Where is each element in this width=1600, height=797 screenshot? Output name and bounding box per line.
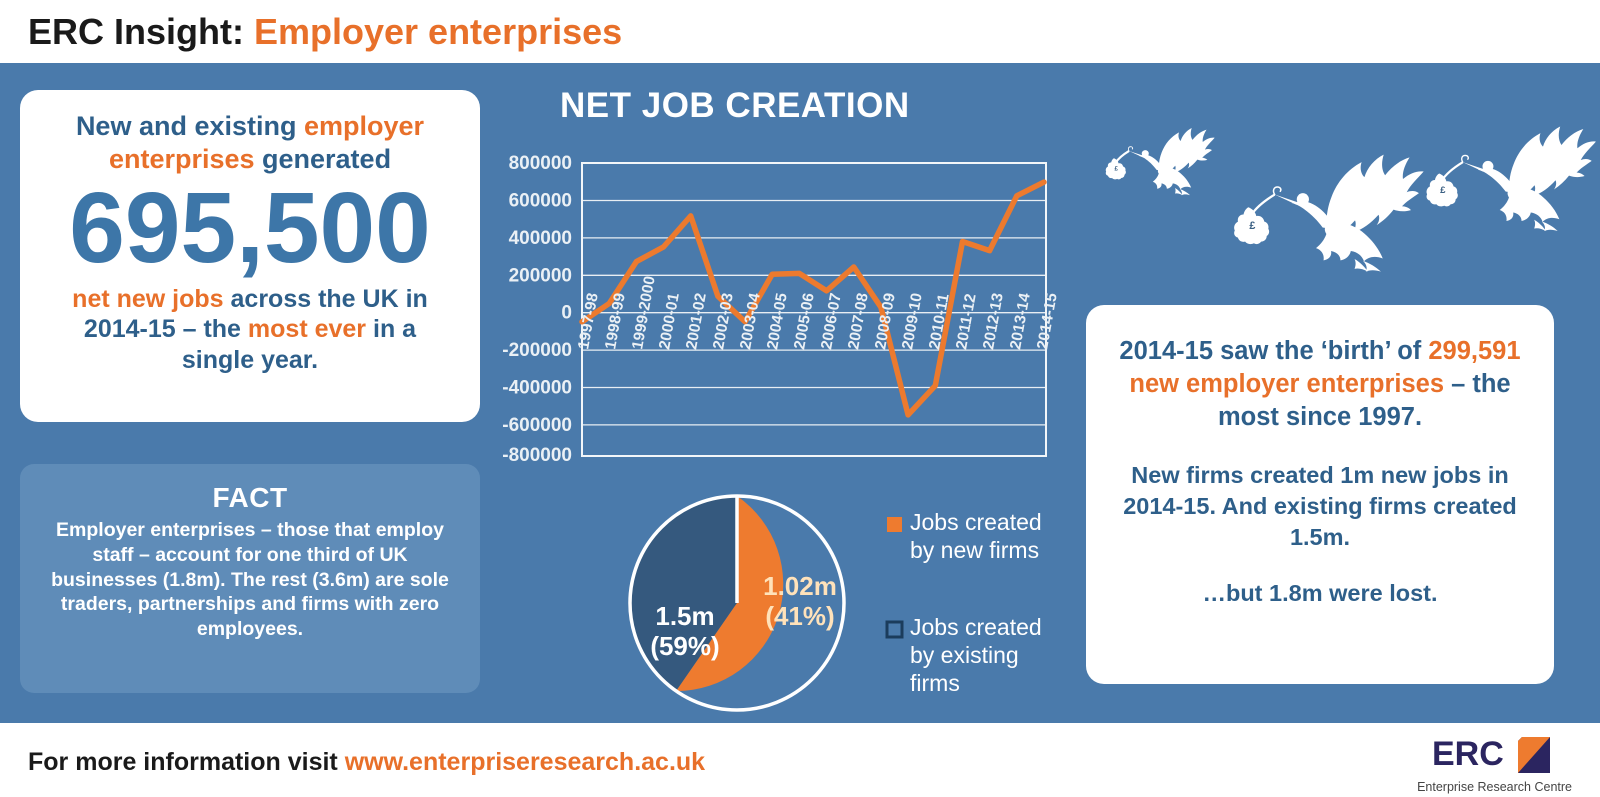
svg-text:2002-03: 2002-03 bbox=[710, 291, 737, 350]
svg-text:by new firms: by new firms bbox=[910, 537, 1039, 563]
svg-text:0: 0 bbox=[561, 303, 572, 324]
svg-text:-200000: -200000 bbox=[502, 340, 572, 361]
svg-text:-600000: -600000 bbox=[502, 415, 572, 436]
svg-text:2005-06: 2005-06 bbox=[791, 291, 818, 350]
svg-text:2007-08: 2007-08 bbox=[845, 291, 872, 350]
svg-text:800000: 800000 bbox=[509, 153, 572, 174]
svg-text:ERC: ERC bbox=[1432, 735, 1504, 773]
svg-text:1998-99: 1998-99 bbox=[602, 291, 629, 350]
svg-text:1.02m: 1.02m bbox=[763, 571, 837, 601]
svg-text:1999-2000: 1999-2000 bbox=[629, 275, 659, 351]
svg-text:2010-11: 2010-11 bbox=[926, 292, 953, 351]
svg-text:2011-12: 2011-12 bbox=[953, 293, 979, 351]
svg-text:2012-13: 2012-13 bbox=[980, 291, 1007, 350]
svg-text:Jobs created: Jobs created bbox=[910, 509, 1042, 535]
svg-text:1.5m: 1.5m bbox=[655, 601, 714, 631]
svg-text:(59%): (59%) bbox=[650, 631, 719, 661]
svg-text:firms: firms bbox=[910, 670, 960, 696]
svg-text:-800000: -800000 bbox=[502, 445, 572, 466]
svg-text:2003-04: 2003-04 bbox=[737, 291, 764, 350]
svg-text:1997-98: 1997-98 bbox=[575, 291, 602, 350]
svg-text:Jobs created: Jobs created bbox=[910, 614, 1042, 640]
svg-text:2008-09: 2008-09 bbox=[872, 291, 899, 350]
svg-text:2000-01: 2000-01 bbox=[656, 291, 683, 350]
svg-text:600000: 600000 bbox=[509, 191, 572, 212]
svg-text:2004-05: 2004-05 bbox=[764, 291, 791, 350]
svg-text:2014-15: 2014-15 bbox=[1034, 291, 1061, 350]
svg-text:2001-02: 2001-02 bbox=[683, 292, 710, 351]
svg-text:400000: 400000 bbox=[509, 228, 572, 249]
svg-text:2006-07: 2006-07 bbox=[818, 292, 845, 351]
svg-text:(41%): (41%) bbox=[765, 601, 834, 631]
svg-text:2013-14: 2013-14 bbox=[1007, 291, 1034, 350]
svg-text:by existing: by existing bbox=[910, 642, 1019, 668]
svg-text:-400000: -400000 bbox=[502, 378, 572, 399]
svg-text:200000: 200000 bbox=[509, 265, 572, 286]
svg-text:2009-10: 2009-10 bbox=[899, 292, 926, 351]
